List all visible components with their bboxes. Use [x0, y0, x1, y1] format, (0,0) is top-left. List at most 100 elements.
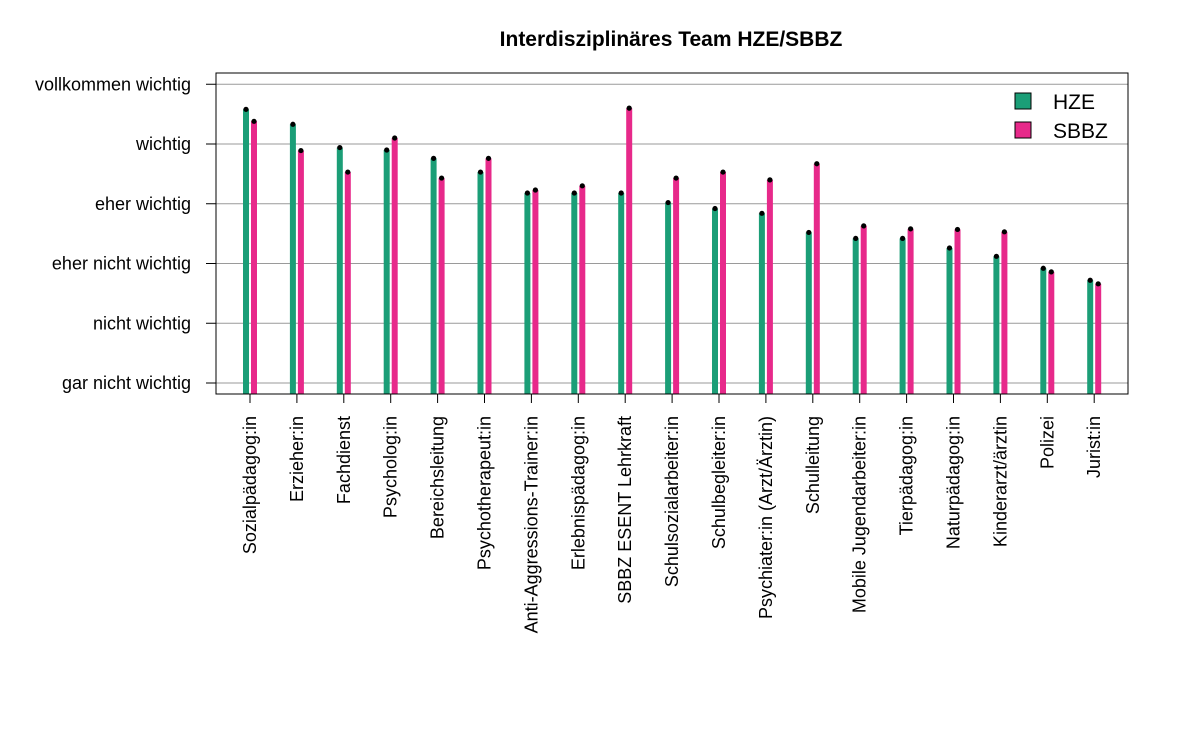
point-sbbz-schulbegleiter-in [720, 169, 726, 175]
bar-sbbz-mobile-jugendarbeiter-in [860, 225, 867, 394]
point-hze-psychiater-in-arzt-arztin [759, 210, 765, 216]
point-hze-sbbz-esent-lehrkraft [618, 190, 624, 196]
point-hze-erzieher-in [290, 121, 296, 127]
point-sbbz-naturpadagog-in [954, 226, 961, 233]
bar-sbbz-sozialpadagog-in [251, 121, 257, 395]
bar-hze-tierpadagog-in [899, 238, 906, 394]
bar-sbbz-jurist-in [1095, 283, 1102, 394]
bars [243, 105, 1102, 395]
x-tick-label: Bereichsleitung [428, 416, 448, 539]
point-hze-sozialpadagog-in [243, 106, 249, 112]
bar-hze-sbbz-esent-lehrkraft [618, 192, 625, 394]
bar-sbbz-tierpadagog-in [907, 228, 914, 394]
legend-label-hze: HZE [1053, 91, 1095, 114]
bar-sbbz-polizei [1048, 271, 1055, 394]
point-sbbz-schulleitung [814, 161, 820, 167]
point-sbbz-sbbz-esent-lehrkraft [626, 105, 632, 111]
point-sbbz-kinderarzt-arztin [1001, 229, 1008, 235]
point-hze-anti-aggressions-trainer-in [524, 190, 531, 196]
y-tick-label: eher nicht wichtig [52, 254, 191, 274]
x-axis: Sozialpädagog:in Erzieher:in Fachdienst Psy… [240, 394, 1104, 633]
bar-sbbz-kinderarzt-arztin [1001, 231, 1008, 394]
point-hze-fachdienst [337, 144, 343, 151]
bar-hze-erzieher-in [289, 124, 296, 394]
bar-hze-polizei [1040, 268, 1047, 394]
x-tick-label: Schulbegleiter:in [709, 416, 729, 549]
bar-hze-erlebnispadagog-in [571, 192, 578, 394]
bar-sbbz-bereichsleitung [438, 178, 445, 394]
point-sbbz-mobile-jugendarbeiter-in [861, 223, 867, 229]
bar-sbbz-psychotherapeut-in [485, 158, 492, 394]
point-sbbz-psychotherapeut-in [485, 155, 492, 161]
bar-hze-sozialpadagog-in [243, 109, 249, 394]
y-tick-label: nicht wichtig [93, 313, 191, 333]
point-sbbz-anti-aggressions-trainer-in [532, 187, 539, 193]
bar-sbbz-schulsozialarbeiter-in [673, 178, 680, 394]
bar-sbbz-fachdienst [344, 172, 351, 394]
legend-swatch-sbbz [1014, 121, 1032, 139]
x-tick-label: Psycholog:in [381, 416, 401, 518]
point-hze-erlebnispadagog-in [571, 190, 577, 196]
x-tick-label: Psychotherapeut:in [475, 416, 495, 570]
bar-sbbz-psycholog-in [391, 138, 398, 394]
point-sbbz-polizei [1048, 269, 1054, 275]
bar-sbbz-sbbz-esent-lehrkraft [626, 108, 633, 395]
bar-sbbz-erlebnispadagog-in [579, 185, 586, 394]
point-hze-mobile-jugendarbeiter-in [853, 235, 859, 242]
bar-hze-psychotherapeut-in [477, 172, 484, 394]
x-tick-label: Tierpädagog:in [897, 416, 917, 535]
point-sbbz-erzieher-in [298, 147, 304, 154]
y-tick-label: eher wichtig [95, 194, 191, 214]
x-tick-label: Sozialpädagog:in [240, 416, 260, 554]
bar-hze-jurist-in [1087, 280, 1094, 394]
point-hze-schulbegleiter-in [712, 205, 718, 212]
x-tick-label: SBBZ ESENT Lehrkraft [615, 416, 635, 604]
x-tick-label: Polizei [1037, 416, 1057, 469]
bar-hze-fachdienst [336, 147, 343, 394]
point-sbbz-schulsozialarbeiter-in [673, 175, 679, 181]
bar-hze-kinderarzt-arztin [993, 256, 1000, 394]
chart-title: Interdisziplinäres Team HZE/SBBZ [500, 28, 843, 51]
x-tick-label: Erzieher:in [287, 416, 307, 502]
point-hze-kinderarzt-arztin [993, 253, 1000, 259]
x-tick-label: Fachdienst [334, 416, 354, 504]
y-axis: gar nicht wichtig nicht wichtig eher nicht… [35, 74, 216, 393]
plot-frame [215, 72, 1129, 395]
grid-lines [216, 83, 1128, 384]
point-sbbz-sozialpadagog-in [251, 118, 257, 124]
y-tick-label: vollkommen wichtig [35, 74, 191, 94]
bar-hze-schulbegleiter-in [712, 208, 718, 394]
point-hze-polizei [1040, 265, 1046, 271]
bar-hze-mobile-jugendarbeiter-in [852, 238, 859, 394]
x-tick-label: Schulleitung [803, 416, 823, 514]
bar-hze-bereichsleitung [430, 158, 437, 394]
point-hze-bereichsleitung [431, 155, 437, 161]
bar-hze-schulleitung [805, 232, 812, 394]
legend: HZE SBBZ [1014, 91, 1108, 143]
point-hze-schulleitung [806, 229, 812, 236]
point-hze-psycholog-in [384, 147, 390, 153]
point-sbbz-jurist-in [1095, 281, 1101, 287]
bar-sbbz-erzieher-in [297, 150, 304, 394]
point-sbbz-fachdienst [345, 169, 351, 175]
bar-hze-psycholog-in [383, 149, 390, 394]
bar-hze-naturpadagog-in [946, 247, 953, 394]
x-tick-label: Mobile Jugendarbeiter:in [850, 416, 870, 613]
point-sbbz-psycholog-in [392, 135, 398, 141]
point-sbbz-erlebnispadagog-in [579, 183, 585, 189]
point-hze-naturpadagog-in [946, 245, 953, 251]
x-tick-label: Kinderarzt/ärztin [990, 416, 1010, 547]
point-sbbz-bereichsleitung [439, 175, 445, 181]
point-hze-psychotherapeut-in [477, 169, 484, 175]
bar-sbbz-schulleitung [813, 163, 820, 394]
point-sbbz-psychiater-in-arzt-arztin [767, 177, 773, 183]
x-tick-label: Erlebnispädagog:in [568, 416, 588, 570]
point-hze-tierpadagog-in [900, 235, 906, 242]
bar-sbbz-anti-aggressions-trainer-in [532, 190, 539, 394]
x-tick-label: Schulsozialarbeiter:in [662, 416, 682, 587]
y-tick-label: wichtig [135, 134, 191, 154]
bar-hze-anti-aggressions-trainer-in [524, 192, 531, 394]
bar-sbbz-naturpadagog-in [954, 229, 961, 394]
point-hze-schulsozialarbeiter-in [665, 199, 671, 206]
